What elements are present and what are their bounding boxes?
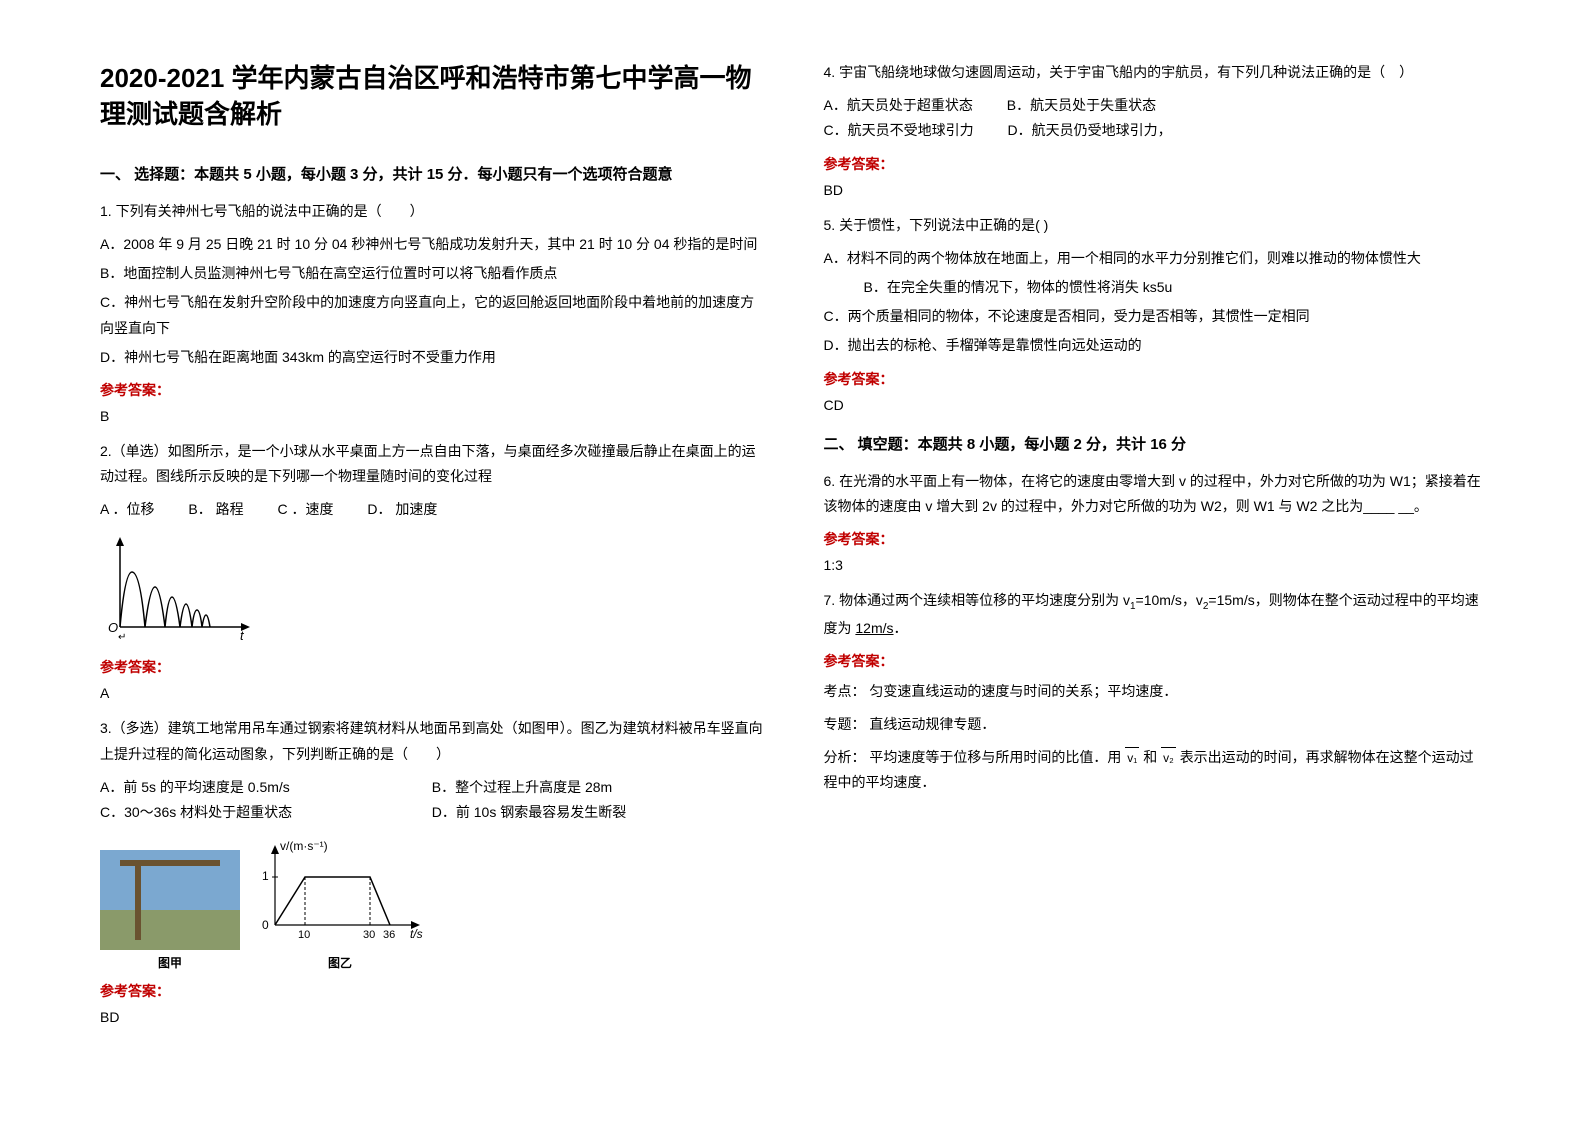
q2-option-a: A ．位移 bbox=[100, 501, 154, 517]
q3-answer-label: 参考答案： bbox=[100, 981, 764, 1001]
q3-option-d: D．前 10s 钢索最容易发生断裂 bbox=[432, 800, 764, 825]
page-title: 2020-2021 学年内蒙古自治区呼和浩特市第七中学高一物理测试题含解析 bbox=[100, 60, 764, 133]
q4-option-c: C．航天员不受地球引力 bbox=[824, 122, 974, 138]
section-2-header: 二、 填空题：本题共 8 小题，每小题 2 分，共计 16 分 bbox=[824, 433, 1488, 454]
q7-line2: 直线运动规律专题． bbox=[869, 716, 995, 732]
ylabel: v/(m·s⁻¹) bbox=[280, 839, 328, 853]
left-column: 2020-2021 学年内蒙古自治区呼和浩特市第七中学高一物理测试题含解析 一、… bbox=[100, 60, 764, 1040]
svg-text:t/s: t/s bbox=[410, 927, 423, 941]
svg-text:↵: ↵ bbox=[118, 632, 126, 642]
svg-text:0: 0 bbox=[262, 918, 269, 932]
q7-line3-pre: 分析： bbox=[824, 749, 866, 765]
svg-text:10: 10 bbox=[298, 929, 310, 941]
q2-option-b: B． 路程 bbox=[188, 501, 243, 517]
q3-option-b: B．整个过程上升高度是 28m bbox=[432, 775, 764, 800]
q3-caption-yi: 图乙 bbox=[250, 954, 430, 971]
crane-pole bbox=[135, 860, 141, 940]
q7-and: 和 bbox=[1143, 749, 1157, 765]
svg-text:36: 36 bbox=[383, 929, 395, 941]
q7-stem: 7. 物体通过两个连续相等位移的平均速度分别为 v1=10m/s，v2=15m/… bbox=[824, 588, 1488, 641]
q7-answer-label: 参考答案： bbox=[824, 651, 1488, 671]
velocity-time-graph: v/(m·s⁻¹) t/s 1 0 10 30 36 bbox=[250, 835, 430, 945]
q4-options-row2: C．航天员不受地球引力 D．航天员仍受地球引力， bbox=[824, 118, 1488, 143]
q7-frac-v2: v₂ bbox=[1161, 747, 1176, 770]
q1-option-a: A．2008 年 9 月 25 日晚 21 时 10 分 04 秒神州七号飞船成… bbox=[100, 232, 764, 257]
q5-option-a: A．材料不同的两个物体放在地面上，用一个相同的水平力分别推它们，则难以推动的物体… bbox=[824, 246, 1488, 271]
right-column: 4. 宇宙飞船绕地球做匀速圆周运动，关于宇宙飞船内的宇航员，有下列几种说法正确的… bbox=[824, 60, 1488, 1040]
q6-answer: 1:3 bbox=[824, 557, 1488, 573]
q3-options-row2: C．30～36s 材料处于超重状态 D．前 10s 钢索最容易发生断裂 bbox=[100, 800, 764, 825]
q7-line1-pre: 考点： bbox=[824, 683, 866, 699]
q4-option-a: A．航天员处于超重状态 bbox=[824, 97, 973, 113]
q6-answer-label: 参考答案： bbox=[824, 529, 1488, 549]
q7-mid1: =10m/s，v bbox=[1136, 592, 1203, 608]
q7-line1: 匀变速直线运动的速度与时间的关系；平均速度． bbox=[869, 683, 1177, 699]
q3-fig-yi-wrapper: v/(m·s⁻¹) t/s 1 0 10 30 36 图乙 bbox=[250, 835, 430, 971]
svg-text:30: 30 bbox=[363, 929, 375, 941]
q6-stem: 6. 在光滑的水平面上有一物体，在将它的速度由零增大到 v 的过程中，外力对它所… bbox=[824, 469, 1488, 519]
q4-option-d: D．航天员仍受地球引力， bbox=[1008, 122, 1172, 138]
q7-kaodian: 考点： 匀变速直线运动的速度与时间的关系；平均速度． bbox=[824, 679, 1488, 704]
q3-fig-jia-wrapper: 图甲 bbox=[100, 850, 240, 971]
q1-option-c: C．神州七号飞船在发射升空阶段中的加速度方向竖直向上，它的返回舱返回地面阶段中着… bbox=[100, 290, 764, 340]
q1-answer-label: 参考答案： bbox=[100, 380, 764, 400]
q3-figures: 图甲 v/(m·s⁻¹) t/s 1 0 10 30 36 图乙 bbox=[100, 835, 764, 971]
q3-answer: BD bbox=[100, 1009, 764, 1025]
q3-option-a: A．前 5s 的平均速度是 0.5m/s bbox=[100, 775, 432, 800]
q1-option-d: D．神州七号飞船在距离地面 343km 的高空运行时不受重力作用 bbox=[100, 345, 764, 370]
q7-ans-inline: 12m/s bbox=[855, 620, 893, 636]
q4-options-row1: A．航天员处于超重状态 B．航天员处于失重状态 bbox=[824, 93, 1488, 118]
q7-pre: 7. 物体通过两个连续相等位移的平均速度分别为 v bbox=[824, 592, 1130, 608]
q4-answer-label: 参考答案： bbox=[824, 154, 1488, 174]
q3-stem: 3.（多选）建筑工地常用吊车通过钢索将建筑材料从地面吊到高处（如图甲）。图乙为建… bbox=[100, 716, 764, 766]
q4-answer: BD bbox=[824, 182, 1488, 198]
q5-answer: CD bbox=[824, 397, 1488, 413]
q2-answer: A bbox=[100, 685, 764, 701]
bounce-graph-svg: O t ↵ bbox=[100, 532, 260, 642]
q1-answer: B bbox=[100, 408, 764, 424]
crane-photo bbox=[100, 850, 240, 950]
q3-options-row1: A．前 5s 的平均速度是 0.5m/s B．整个过程上升高度是 28m bbox=[100, 775, 764, 800]
q5-answer-label: 参考答案： bbox=[824, 369, 1488, 389]
q7-post: ． bbox=[894, 620, 908, 636]
q5-option-b: B．在完全失重的情况下，物体的惯性将消失 ks5u bbox=[824, 275, 1488, 300]
q2-option-d: D． 加速度 bbox=[367, 501, 437, 517]
q7-frac-v1: v₁ bbox=[1125, 747, 1139, 770]
svg-text:O: O bbox=[108, 620, 118, 635]
svg-text:1: 1 bbox=[262, 869, 269, 883]
q1-option-b: B．地面控制人员监测神州七号飞船在高空运行位置时可以将飞船看作质点 bbox=[100, 261, 764, 286]
q1-stem: 1. 下列有关神州七号飞船的说法中正确的是（ ） bbox=[100, 199, 764, 224]
section-1-header: 一、 选择题：本题共 5 小题，每小题 3 分，共计 15 分．每小题只有一个选… bbox=[100, 163, 764, 184]
q3-option-c: C．30～36s 材料处于超重状态 bbox=[100, 800, 432, 825]
q4-option-b: B．航天员处于失重状态 bbox=[1007, 97, 1156, 113]
q5-option-d: D．抛出去的标枪、手榴弹等是靠惯性向远处运动的 bbox=[824, 333, 1488, 358]
q2-answer-label: 参考答案： bbox=[100, 657, 764, 677]
q2-graph: O t ↵ bbox=[100, 532, 764, 647]
q2-options: A ．位移 B． 路程 C ．速度 D． 加速度 bbox=[100, 497, 764, 522]
q7-line3: 平均速度等于位移与所用时间的比值．用 bbox=[869, 749, 1121, 765]
q5-option-c: C．两个质量相同的物体，不论速度是否相同，受力是否相等，其惯性一定相同 bbox=[824, 304, 1488, 329]
q2-option-c: C ．速度 bbox=[277, 501, 333, 517]
q7-zhuanti: 专题： 直线运动规律专题． bbox=[824, 712, 1488, 737]
q7-fenxi: 分析： 平均速度等于位移与所用时间的比值．用 v₁ 和 v₂ 表示出运动的时间，… bbox=[824, 745, 1488, 795]
q5-stem: 5. 关于惯性，下列说法中正确的是( ) bbox=[824, 213, 1488, 238]
q7-line2-pre: 专题： bbox=[824, 716, 866, 732]
q3-caption-jia: 图甲 bbox=[100, 954, 240, 971]
q4-stem: 4. 宇宙飞船绕地球做匀速圆周运动，关于宇宙飞船内的宇航员，有下列几种说法正确的… bbox=[824, 60, 1488, 85]
q2-stem: 2.（单选）如图所示，是一个小球从水平桌面上方一点自由下落，与桌面经多次碰撞最后… bbox=[100, 439, 764, 489]
svg-text:t: t bbox=[240, 628, 245, 642]
